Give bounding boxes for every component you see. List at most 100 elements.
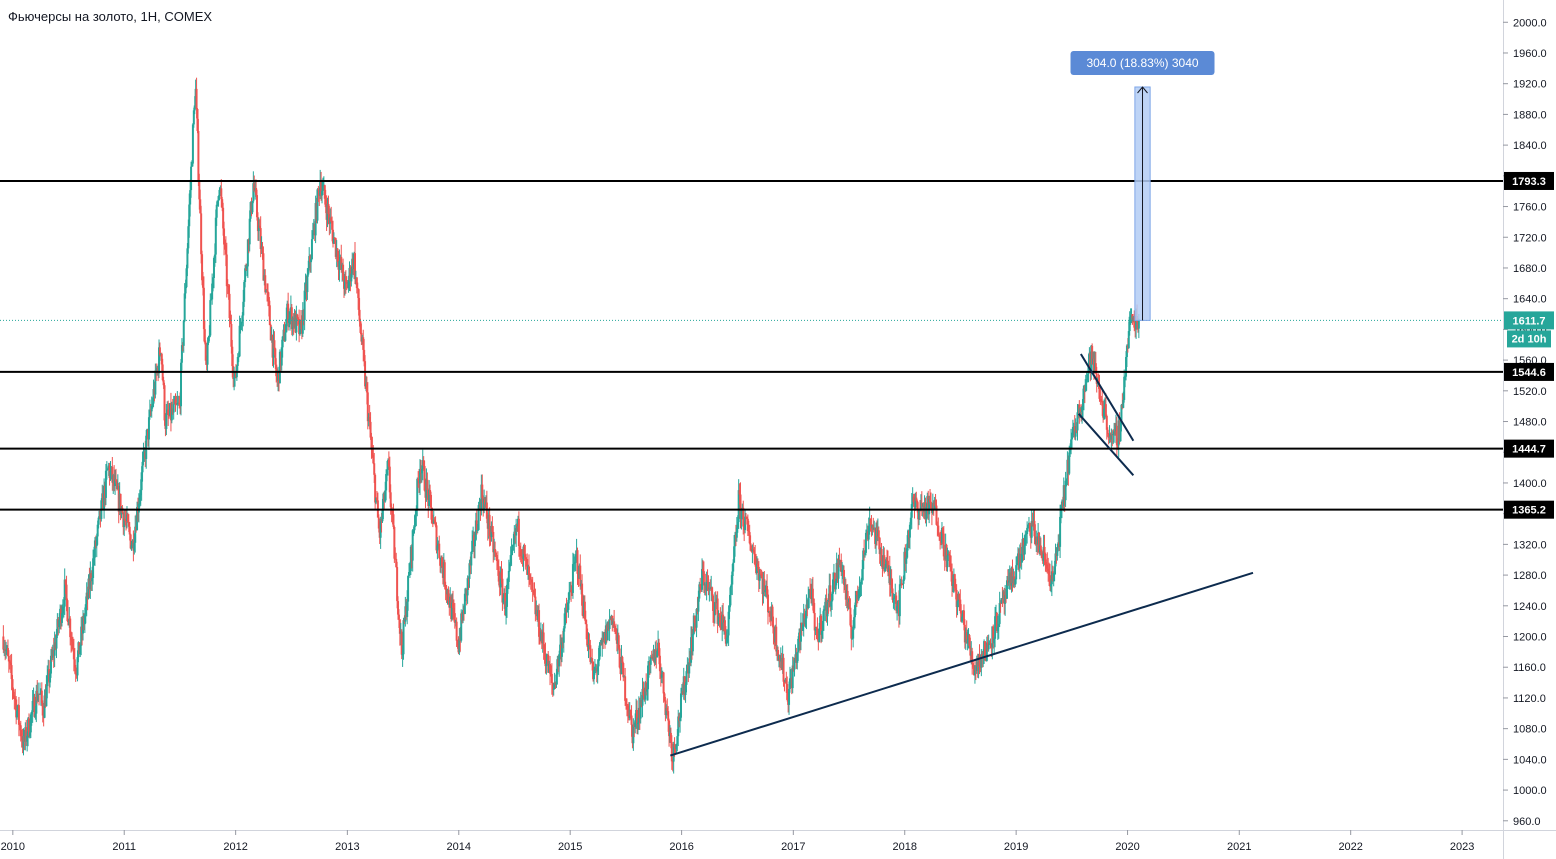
- candle-body: [310, 259, 313, 263]
- candle-body: [1049, 575, 1052, 587]
- candle-body: [717, 615, 720, 624]
- candle-body: [629, 709, 632, 716]
- candle-body: [471, 540, 474, 552]
- candle-body: [736, 522, 739, 528]
- candle-body: [71, 641, 74, 649]
- candle-body: [189, 190, 192, 205]
- candle-body: [17, 705, 20, 725]
- candle-body: [805, 604, 808, 619]
- candle-body: [754, 554, 757, 565]
- candle-body: [473, 539, 476, 547]
- candle-body: [723, 620, 726, 632]
- candle-body: [1059, 516, 1062, 547]
- candle-body: [1101, 400, 1104, 406]
- candle-body: [563, 613, 566, 629]
- candle-body: [139, 490, 142, 496]
- candle-body: [389, 492, 392, 508]
- candle-body: [1100, 399, 1103, 401]
- candle-body: [996, 626, 999, 632]
- candle-body: [1112, 434, 1115, 436]
- candle-body: [264, 275, 267, 293]
- candle-body: [1107, 434, 1110, 438]
- candle-body: [285, 318, 288, 333]
- candle-body: [1091, 345, 1094, 365]
- candle-body: [961, 616, 964, 622]
- candle-body: [16, 710, 19, 718]
- candle-body: [663, 693, 666, 701]
- candle-body: [1110, 434, 1113, 440]
- candle-body: [435, 525, 438, 551]
- price-tick-label: 1080.0: [1513, 724, 1547, 736]
- candle-body: [951, 571, 954, 586]
- price-axis[interactable]: 960.0 1000.0 1040.0 1080.0 1120.0 1160.0 1200.…: [1503, 0, 1547, 859]
- candle-body: [508, 563, 511, 571]
- candle-body: [255, 187, 258, 196]
- candle-body: [626, 705, 629, 713]
- candle-body: [667, 711, 670, 721]
- candle-body: [647, 665, 650, 690]
- candle-body: [801, 624, 804, 631]
- candle-body: [965, 632, 968, 644]
- candle-body: [400, 631, 403, 655]
- candle-body: [833, 572, 836, 590]
- candle-body: [444, 586, 447, 590]
- candle-body: [1084, 379, 1087, 392]
- candle-body: [494, 549, 497, 553]
- candle-body: [753, 550, 756, 555]
- candle-body: [1005, 580, 1008, 599]
- price-tick-label: 1200.0: [1513, 632, 1547, 644]
- candle-body: [1135, 316, 1138, 330]
- candle-body: [71, 640, 74, 642]
- trend-line[interactable]: [1079, 353, 1135, 442]
- candle-body: [366, 392, 369, 422]
- horizontal-levels-layer: [0, 179, 1503, 511]
- price-tick-label: 1760.0: [1513, 202, 1547, 214]
- candle-body: [791, 665, 794, 689]
- candle-body: [273, 340, 276, 349]
- candle-body: [358, 309, 361, 322]
- candle-body: [621, 656, 624, 664]
- candle-body: [951, 584, 954, 586]
- candle-body: [529, 576, 532, 580]
- candle-body: [35, 690, 38, 714]
- candle-body: [834, 581, 837, 590]
- candle-body: [786, 684, 789, 700]
- candle-body: [393, 526, 396, 559]
- candle-body: [468, 563, 471, 579]
- candle-body: [525, 557, 528, 560]
- candles-layer: [2, 77, 1140, 774]
- candle-body: [1113, 429, 1116, 435]
- candle-body: [377, 517, 380, 529]
- candle-body: [183, 293, 186, 322]
- candle-body: [937, 525, 940, 536]
- time-axis[interactable]: 2010 2011 2012 2013 2014 2015 2016 2017 2018 2019…: [0, 830, 1556, 853]
- candle-body: [306, 274, 309, 293]
- candle-body: [91, 578, 94, 582]
- candle-body: [808, 588, 811, 598]
- candle-body: [611, 615, 614, 625]
- trend-line[interactable]: [670, 571, 1254, 757]
- candle-body: [411, 530, 414, 561]
- candle-body: [27, 718, 30, 736]
- candle-body: [323, 185, 326, 199]
- measure-tool[interactable]: 304.0 (18.83%) 3040: [1070, 50, 1215, 321]
- trend-line[interactable]: [1077, 413, 1135, 476]
- price-tick-label: 1680.0: [1513, 263, 1547, 275]
- candle-body: [406, 601, 409, 617]
- candle-body: [782, 657, 785, 682]
- candle-body: [239, 325, 242, 327]
- candle-body: [1023, 545, 1026, 555]
- candle-body: [622, 663, 625, 678]
- candle-body: [224, 245, 227, 255]
- candle-body: [1071, 426, 1074, 435]
- candle-body: [740, 509, 743, 519]
- price-tick-label: 1720.0: [1513, 232, 1547, 244]
- candle-body: [602, 639, 605, 641]
- candle-body: [645, 682, 648, 692]
- candle-body: [606, 621, 609, 641]
- candle-body: [310, 239, 313, 260]
- candle-body: [842, 569, 845, 585]
- candle-body: [495, 556, 498, 561]
- candle-body: [345, 281, 348, 284]
